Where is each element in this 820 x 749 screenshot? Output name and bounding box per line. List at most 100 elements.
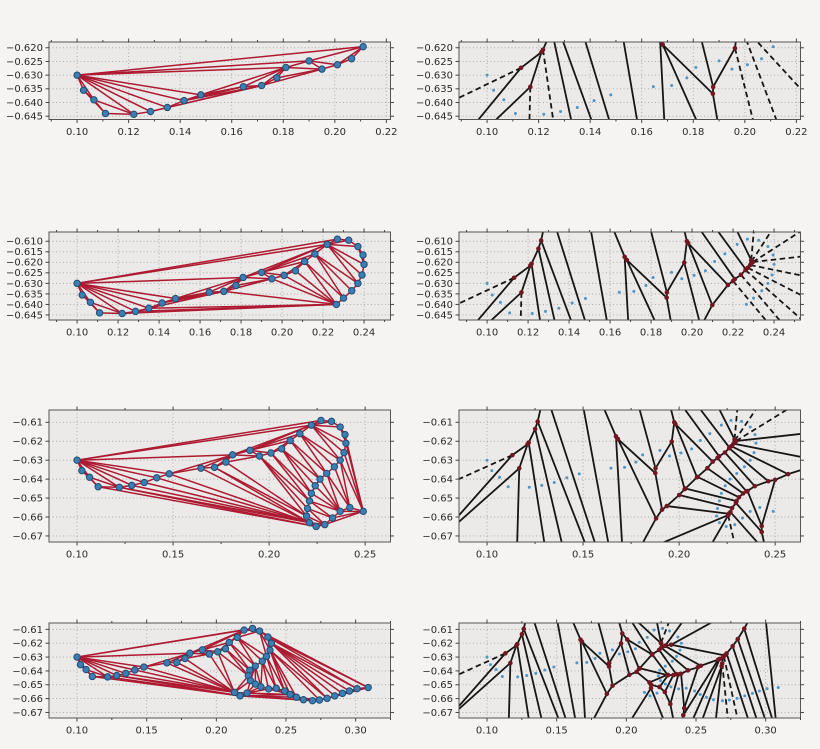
svg-text:0.24: 0.24 — [763, 328, 785, 339]
y-tick-labels: −0.61 −0.62 −0.63 −0.64 −0.65 −0.66 −0.67 — [12, 418, 43, 543]
svg-text:0.20: 0.20 — [734, 127, 756, 138]
panel-background — [459, 232, 801, 320]
svg-text:−0.615: −0.615 — [416, 247, 453, 258]
grid — [459, 232, 801, 320]
axes-spines — [458, 409, 801, 543]
svg-text:0.10: 0.10 — [476, 550, 498, 561]
svg-text:−0.66: −0.66 — [12, 512, 43, 523]
svg-text:−0.640: −0.640 — [416, 98, 453, 109]
tick-marks — [45, 38, 394, 123]
svg-text:0.20: 0.20 — [681, 328, 703, 339]
svg-text:−0.65: −0.65 — [12, 493, 43, 504]
svg-text:−0.625: −0.625 — [416, 57, 453, 68]
svg-text:0.30: 0.30 — [345, 726, 367, 737]
svg-text:−0.62: −0.62 — [12, 437, 43, 448]
svg-text:0.16: 0.16 — [189, 328, 211, 339]
svg-text:−0.640: −0.640 — [6, 300, 43, 311]
svg-text:−0.63: −0.63 — [12, 456, 43, 467]
svg-text:−0.61: −0.61 — [12, 418, 43, 429]
axes-spines — [48, 231, 391, 321]
svg-text:−0.64: −0.64 — [422, 475, 453, 486]
svg-text:−0.66: −0.66 — [422, 512, 453, 523]
svg-text:0.20: 0.20 — [615, 726, 637, 737]
svg-text:−0.61: −0.61 — [422, 418, 453, 429]
voronoi-vertices — [503, 626, 747, 718]
svg-text:0.25: 0.25 — [685, 726, 707, 737]
x-tick-labels: 0.10 0.15 0.20 0.25 0.30 — [66, 726, 367, 737]
svg-text:0.18: 0.18 — [682, 127, 704, 138]
voronoi-site-dots — [485, 626, 780, 703]
svg-text:−0.645: −0.645 — [6, 112, 43, 123]
tick-marks — [455, 38, 804, 123]
svg-text:0.10: 0.10 — [476, 726, 498, 737]
svg-text:−0.645: −0.645 — [416, 310, 453, 321]
y-tick-labels: −0.610−0.615−0.620−0.625−0.630−0.635−0.6… — [416, 237, 453, 322]
voronoi-vertices — [511, 238, 756, 308]
svg-text:0.14: 0.14 — [169, 127, 191, 138]
svg-text:0.20: 0.20 — [668, 550, 690, 561]
voronoi-plot-row3: −0.61−0.62−0.63−0.64−0.65−0.66−0.670.10 0… — [422, 406, 804, 561]
grid — [459, 410, 801, 542]
svg-text:0.12: 0.12 — [107, 328, 129, 339]
svg-text:0.15: 0.15 — [546, 726, 568, 737]
svg-text:0.10: 0.10 — [66, 328, 88, 339]
svg-text:0.25: 0.25 — [275, 726, 297, 737]
voronoi-plot-row2: −0.610−0.615−0.620−0.625−0.630−0.635−0.6… — [416, 228, 804, 339]
svg-text:−0.64: −0.64 — [422, 666, 453, 677]
svg-text:0.16: 0.16 — [631, 127, 653, 138]
svg-text:−0.635: −0.635 — [416, 84, 453, 95]
svg-text:0.30: 0.30 — [755, 726, 777, 737]
y-tick-labels: −0.61 −0.62 −0.63 −0.64 −0.65 −0.66 −0.67 — [422, 625, 453, 719]
site-points — [73, 624, 372, 705]
svg-text:−0.610: −0.610 — [6, 237, 43, 248]
delaunay-plot-row4: −0.61−0.62−0.63−0.64−0.65−0.66−0.670.10 0… — [12, 619, 394, 737]
axes-spines — [48, 409, 391, 543]
svg-text:−0.610: −0.610 — [416, 237, 453, 248]
tick-marks — [45, 406, 394, 546]
svg-text:0.18: 0.18 — [272, 127, 294, 138]
delaunay-plot-row3: −0.61−0.62−0.63−0.64−0.65−0.66−0.670.10 0… — [12, 406, 394, 561]
svg-text:−0.62: −0.62 — [422, 437, 453, 448]
panel-background — [459, 410, 801, 542]
svg-text:−0.620: −0.620 — [6, 258, 43, 269]
svg-text:−0.65: −0.65 — [422, 680, 453, 691]
svg-text:−0.635: −0.635 — [6, 289, 43, 300]
svg-text:−0.67: −0.67 — [422, 531, 453, 542]
voronoi-ridges — [459, 623, 777, 718]
svg-text:−0.67: −0.67 — [422, 708, 453, 719]
voronoi-plot-row4: −0.61−0.62−0.63−0.64−0.65−0.66−0.670.10 0… — [422, 619, 804, 737]
svg-text:−0.640: −0.640 — [6, 98, 43, 109]
site-points — [73, 42, 367, 119]
x-tick-labels: 0.10 0.12 0.14 0.16 0.18 0.20 0.22 0.24 — [66, 328, 375, 339]
svg-text:0.10: 0.10 — [476, 127, 498, 138]
x-tick-labels: 0.10 0.12 0.14 0.16 0.18 0.20 0.22 0.24 — [476, 328, 785, 339]
voronoi-site-dots — [485, 45, 775, 116]
svg-text:−0.63: −0.63 — [422, 456, 453, 467]
svg-text:0.15: 0.15 — [572, 550, 594, 561]
svg-text:0.22: 0.22 — [785, 127, 807, 138]
svg-text:0.18: 0.18 — [640, 328, 662, 339]
x-tick-labels: 0.10 0.12 0.14 0.16 0.18 0.20 0.22 — [476, 127, 808, 138]
x-tick-labels: 0.10 0.12 0.14 0.16 0.18 0.20 0.22 — [66, 127, 398, 138]
svg-text:−0.67: −0.67 — [12, 708, 43, 719]
axes-spines — [458, 41, 801, 120]
svg-text:0.12: 0.12 — [528, 127, 550, 138]
svg-text:−0.64: −0.64 — [12, 475, 43, 486]
site-points — [73, 416, 367, 531]
voronoi-site-dots — [485, 418, 775, 528]
svg-text:−0.62: −0.62 — [12, 639, 43, 650]
svg-text:−0.620: −0.620 — [6, 43, 43, 54]
svg-text:0.16: 0.16 — [221, 127, 243, 138]
voronoi-site-dots — [485, 237, 776, 315]
svg-text:0.20: 0.20 — [258, 550, 280, 561]
svg-text:0.22: 0.22 — [722, 328, 744, 339]
svg-text:0.20: 0.20 — [271, 328, 293, 339]
svg-text:0.22: 0.22 — [375, 127, 397, 138]
triangulation-edges — [76, 45, 364, 116]
voronoi-vertices — [510, 419, 791, 535]
svg-text:−0.620: −0.620 — [416, 43, 453, 54]
svg-text:−0.62: −0.62 — [422, 639, 453, 650]
svg-text:0.14: 0.14 — [148, 328, 170, 339]
tick-marks — [455, 406, 804, 546]
svg-text:−0.630: −0.630 — [6, 71, 43, 82]
